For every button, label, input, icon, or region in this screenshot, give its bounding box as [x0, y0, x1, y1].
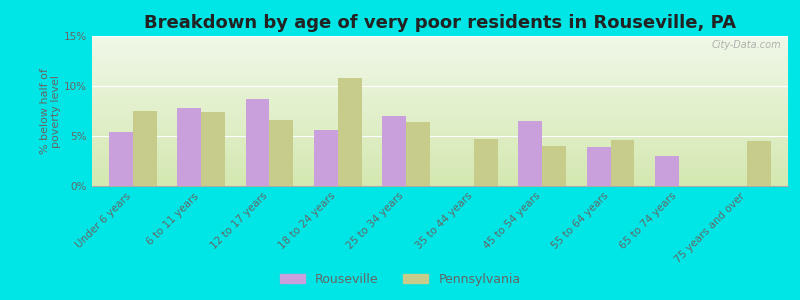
Bar — [314, 130, 338, 186]
Bar — [406, 122, 430, 186]
Bar — [747, 141, 771, 186]
Y-axis label: % below half of
poverty level: % below half of poverty level — [40, 68, 62, 154]
Bar — [133, 111, 157, 186]
Bar — [610, 140, 634, 186]
Bar — [382, 116, 406, 186]
Bar — [109, 132, 133, 186]
Bar — [246, 99, 270, 186]
Bar — [338, 78, 362, 186]
Bar — [474, 139, 498, 186]
Bar — [586, 147, 610, 186]
Bar — [178, 108, 201, 186]
Legend: Rouseville, Pennsylvania: Rouseville, Pennsylvania — [274, 268, 526, 291]
Text: City-Data.com: City-Data.com — [711, 40, 781, 50]
Bar — [201, 112, 225, 186]
Bar — [655, 156, 679, 186]
Bar — [518, 121, 542, 186]
Bar — [270, 120, 294, 186]
Bar — [542, 146, 566, 186]
Title: Breakdown by age of very poor residents in Rouseville, PA: Breakdown by age of very poor residents … — [144, 14, 736, 32]
